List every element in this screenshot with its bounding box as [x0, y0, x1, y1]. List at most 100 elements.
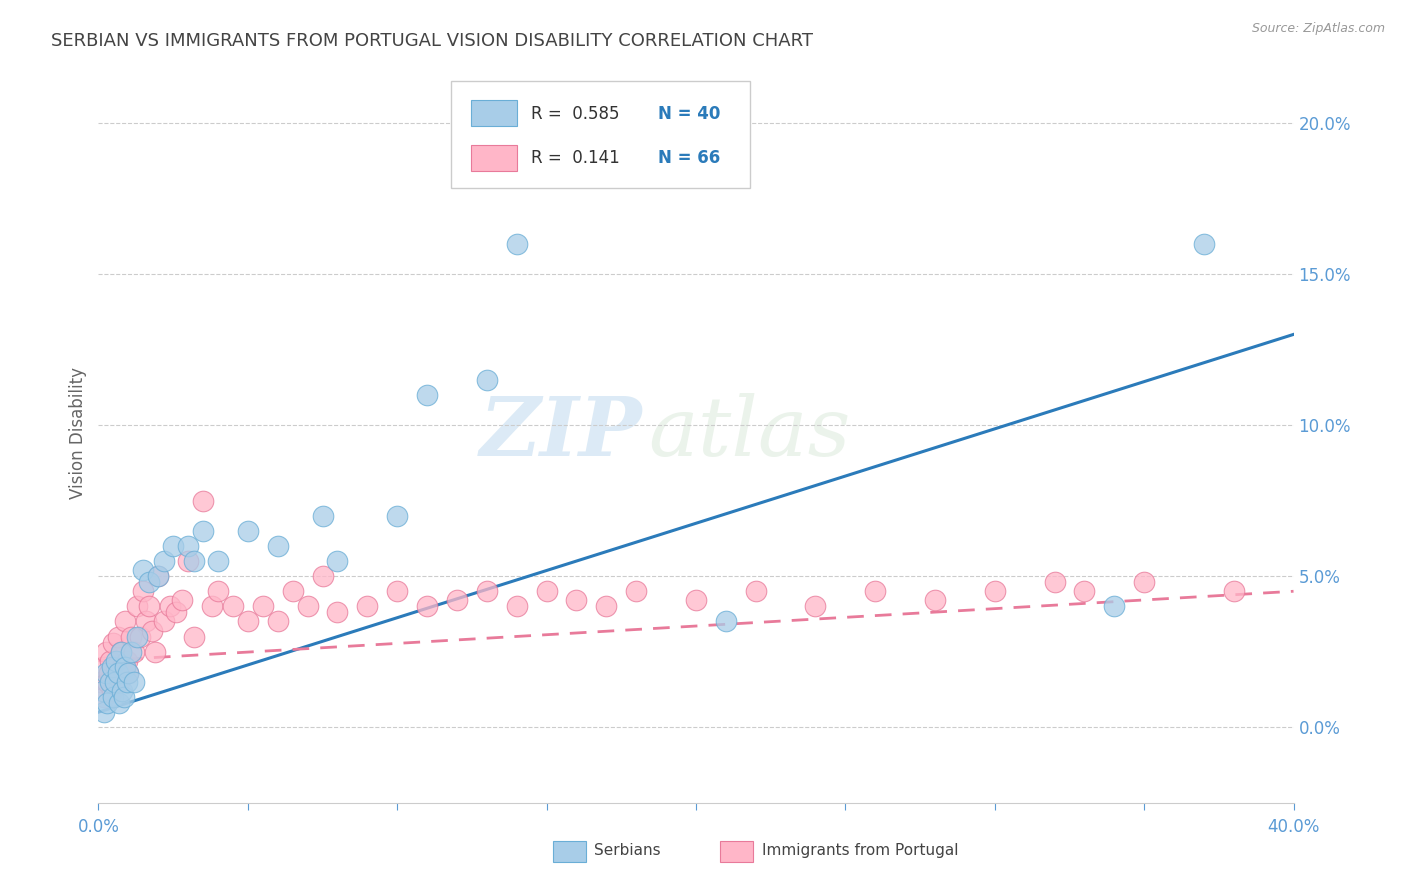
Point	[91, 660, 114, 674]
Text: SERBIAN VS IMMIGRANTS FROM PORTUGAL VISION DISABILITY CORRELATION CHART: SERBIAN VS IMMIGRANTS FROM PORTUGAL VISI…	[51, 32, 813, 50]
Point	[177, 554, 200, 568]
Text: Serbians: Serbians	[595, 844, 661, 858]
Point	[506, 236, 529, 251]
Point	[1223, 584, 1246, 599]
Point	[475, 373, 498, 387]
Y-axis label: Vision Disability: Vision Disability	[69, 367, 87, 499]
Point	[385, 584, 409, 599]
Point	[201, 599, 224, 614]
Point	[101, 660, 124, 674]
Point	[714, 615, 737, 629]
Point	[311, 569, 333, 583]
Point	[565, 593, 588, 607]
Point	[1043, 575, 1066, 590]
Point	[117, 665, 139, 680]
Point	[132, 563, 155, 577]
Point	[105, 660, 128, 674]
Text: 0.0%: 0.0%	[77, 818, 120, 836]
Point	[984, 584, 1007, 599]
Point	[865, 584, 887, 599]
Point	[804, 599, 827, 614]
Point	[153, 554, 176, 568]
Point	[267, 615, 290, 629]
Point	[159, 599, 181, 614]
Point	[127, 630, 149, 644]
Point	[138, 575, 160, 590]
Point	[107, 630, 129, 644]
Bar	[471, 100, 517, 126]
Text: N = 40: N = 40	[658, 104, 720, 122]
Point	[207, 554, 229, 568]
Point	[108, 674, 131, 689]
Point	[94, 665, 117, 680]
Point	[326, 606, 349, 620]
Text: Source: ZipAtlas.com: Source: ZipAtlas.com	[1251, 22, 1385, 36]
Point	[153, 615, 176, 629]
Point	[172, 593, 194, 607]
Point	[120, 645, 142, 659]
Point	[297, 599, 319, 614]
Point	[1073, 584, 1095, 599]
Point	[252, 599, 274, 614]
Point	[416, 599, 439, 614]
Point	[93, 705, 115, 719]
Point	[267, 539, 290, 553]
Point	[115, 674, 138, 689]
Bar	[471, 145, 517, 170]
Point	[135, 615, 157, 629]
Point	[356, 599, 378, 614]
Point	[236, 524, 259, 538]
Point	[120, 630, 142, 644]
Point	[141, 624, 163, 638]
Point	[129, 630, 152, 644]
Text: atlas: atlas	[648, 392, 851, 473]
Point	[98, 654, 122, 668]
Point	[281, 584, 304, 599]
Bar	[720, 841, 754, 862]
Point	[183, 630, 205, 644]
Point	[1133, 575, 1156, 590]
Point	[115, 654, 138, 668]
Text: Immigrants from Portugal: Immigrants from Portugal	[762, 844, 959, 858]
Point	[207, 584, 229, 599]
Text: N = 66: N = 66	[658, 149, 720, 167]
Point	[96, 674, 118, 689]
Bar	[553, 841, 586, 862]
Point	[326, 554, 349, 568]
Point	[112, 665, 135, 680]
Text: R =  0.141: R = 0.141	[531, 149, 620, 167]
Point	[93, 690, 115, 704]
Point	[104, 674, 127, 689]
Point	[94, 645, 117, 659]
Point	[222, 599, 245, 614]
Point	[506, 599, 529, 614]
Point	[536, 584, 558, 599]
Point	[111, 660, 134, 674]
Point	[311, 508, 333, 523]
Point	[98, 674, 122, 689]
Point	[626, 584, 648, 599]
Point	[236, 615, 259, 629]
FancyBboxPatch shape	[451, 81, 749, 188]
Point	[475, 584, 498, 599]
Point	[107, 665, 129, 680]
Text: R =  0.585: R = 0.585	[531, 104, 620, 122]
Point	[191, 524, 214, 538]
Point	[90, 674, 112, 689]
Point	[685, 593, 707, 607]
Point	[124, 674, 146, 689]
Point	[101, 684, 124, 698]
Point	[108, 696, 131, 710]
Point	[132, 584, 155, 599]
Point	[143, 645, 166, 659]
Point	[91, 684, 114, 698]
Point	[104, 674, 127, 689]
Point	[111, 684, 134, 698]
Point	[112, 690, 135, 704]
Point	[114, 615, 136, 629]
Point	[177, 539, 200, 553]
Point	[162, 539, 184, 553]
Point	[138, 599, 160, 614]
Point	[446, 593, 468, 607]
Point	[924, 593, 946, 607]
